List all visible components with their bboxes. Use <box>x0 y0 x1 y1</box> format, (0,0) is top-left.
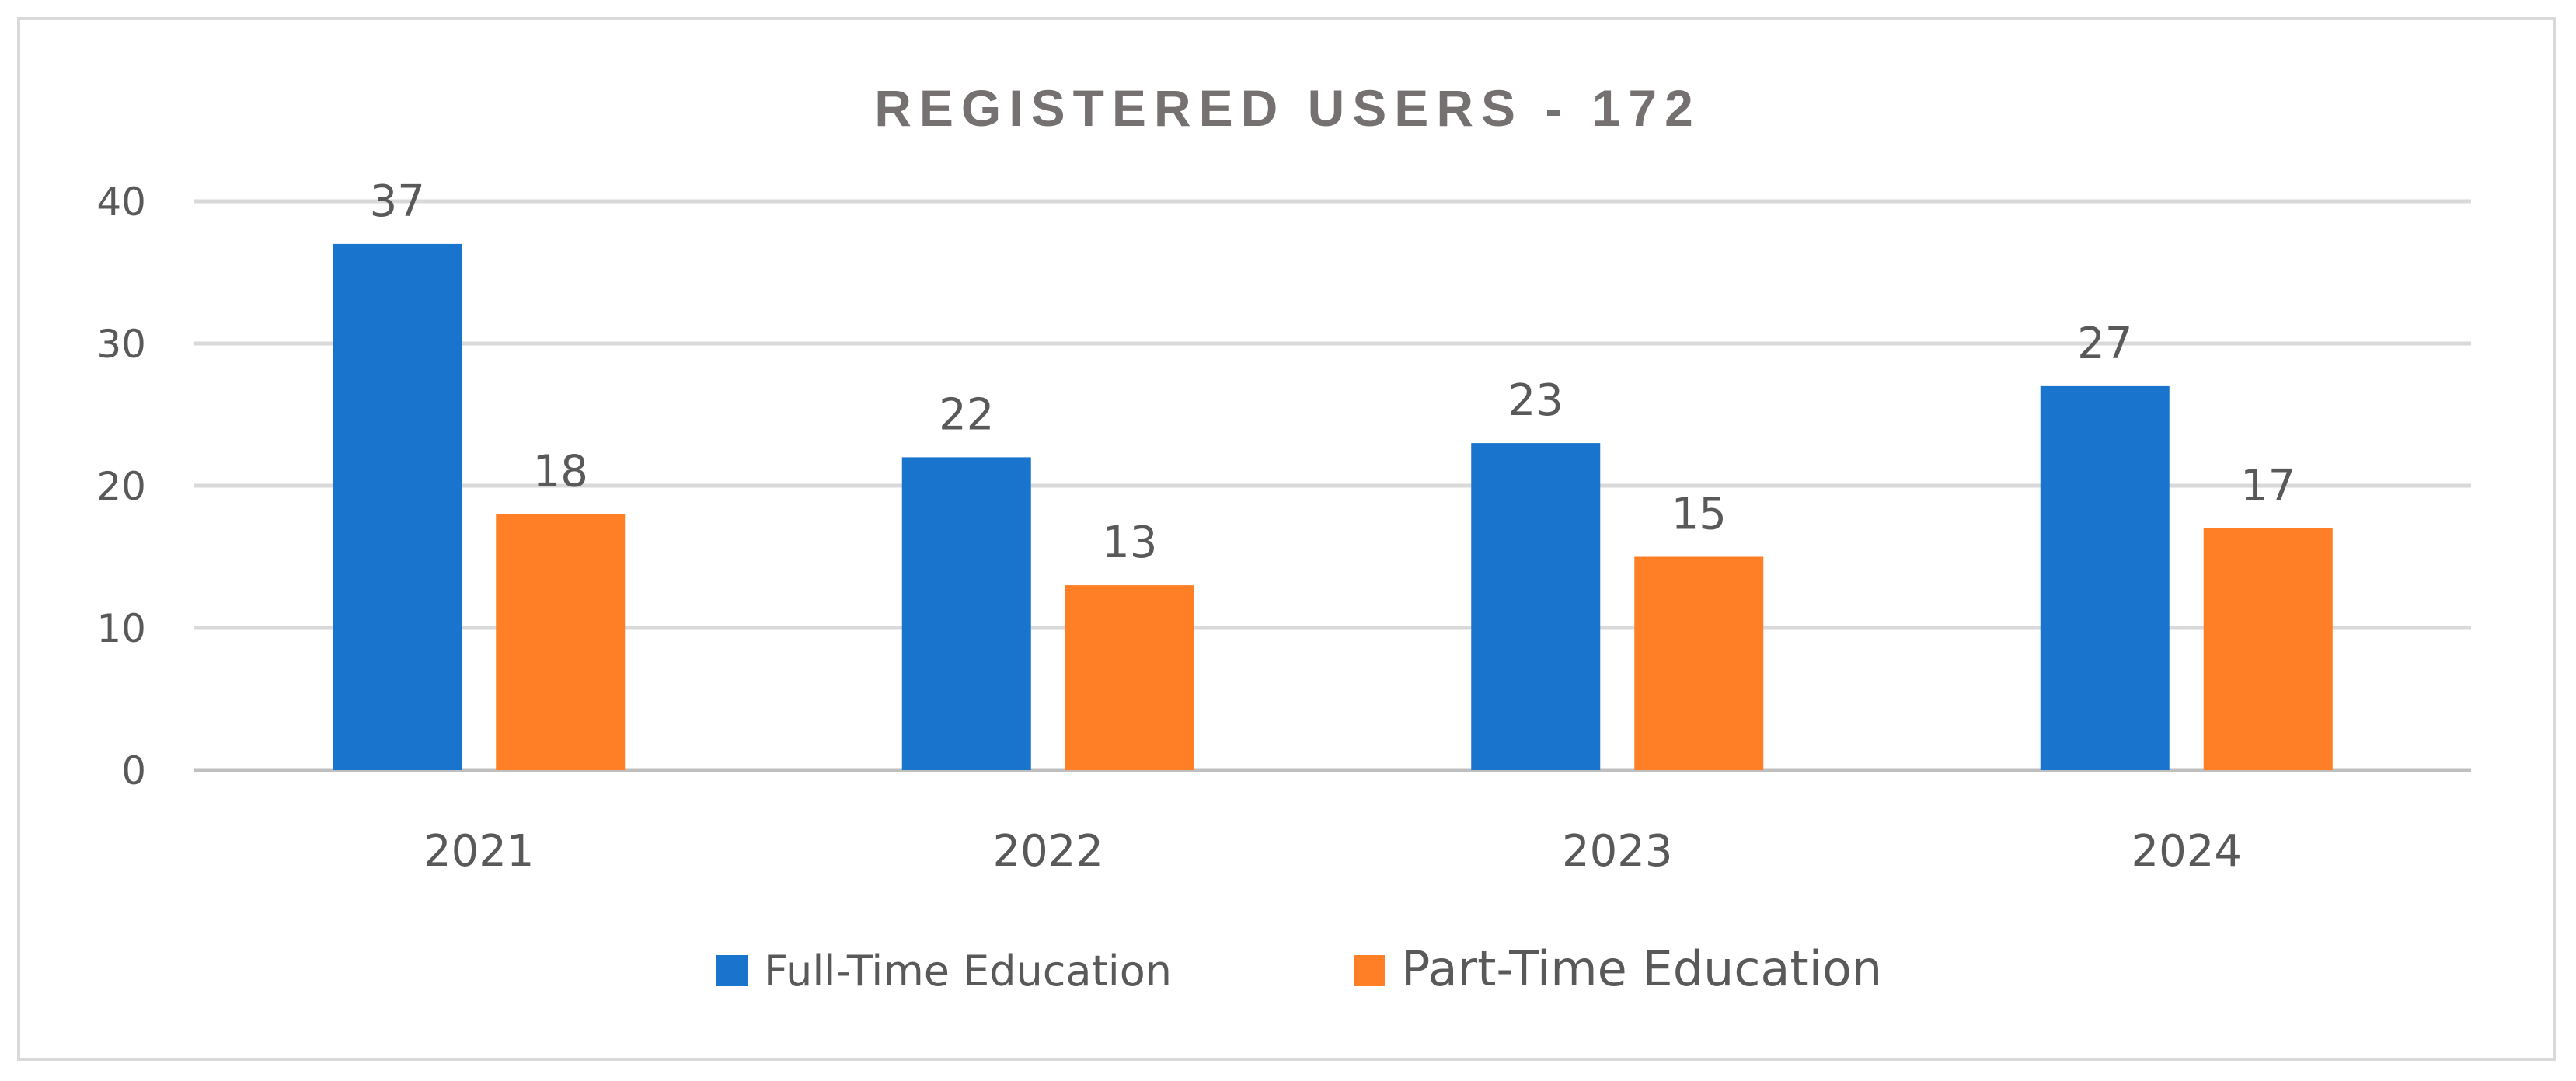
y-tick-label: 20 <box>96 464 146 509</box>
bar-full-time-education-2023 <box>1471 443 1601 770</box>
bars <box>333 243 2333 770</box>
legend-label-full-time-education: Full-Time Education <box>764 947 1172 996</box>
legend-swatch-full-time-education <box>716 955 748 986</box>
bar-full-time-education-2022 <box>901 457 1031 770</box>
legend: Full-Time Education Part-Time Education <box>716 940 1882 997</box>
data-label-full-time-education-2022: 22 <box>939 389 994 440</box>
x-axis-categories: 2021 2022 2023 2024 <box>424 826 2242 877</box>
data-label-part-time-education-2024: 17 <box>2240 461 2295 511</box>
legend-label-part-time-education: Part-Time Education <box>1401 940 1882 997</box>
x-category-label: 2022 <box>992 826 1103 877</box>
data-label-part-time-education-2022: 13 <box>1102 518 1157 568</box>
x-category-label: 2023 <box>1562 826 1673 877</box>
bar-part-time-education-2021 <box>496 514 626 770</box>
chart-title: REGISTERED USERS - 172 <box>874 79 1701 137</box>
data-label-full-time-education-2024: 27 <box>2077 319 2132 369</box>
x-category-label: 2021 <box>424 826 535 877</box>
data-labels: 37 18 22 13 23 15 27 17 <box>370 176 2296 568</box>
y-tick-label: 0 <box>121 748 146 793</box>
bar-part-time-education-2022 <box>1065 585 1194 770</box>
y-tick-label: 40 <box>96 180 146 225</box>
bar-part-time-education-2024 <box>2203 528 2333 770</box>
legend-swatch-part-time-education <box>1354 955 1385 986</box>
y-tick-label: 30 <box>96 322 146 367</box>
y-tick-label: 10 <box>96 606 146 651</box>
y-axis-ticks: 0 10 20 30 40 <box>96 180 146 793</box>
bar-full-time-education-2021 <box>333 243 462 770</box>
bar-part-time-education-2023 <box>1634 556 1764 770</box>
data-label-part-time-education-2023: 15 <box>1671 490 1727 540</box>
bar-full-time-education-2024 <box>2040 385 2170 770</box>
data-label-part-time-education-2021: 18 <box>533 447 588 497</box>
data-label-full-time-education-2021: 37 <box>370 176 425 227</box>
data-label-full-time-education-2023: 23 <box>1508 375 1563 426</box>
x-category-label: 2024 <box>2131 826 2242 877</box>
